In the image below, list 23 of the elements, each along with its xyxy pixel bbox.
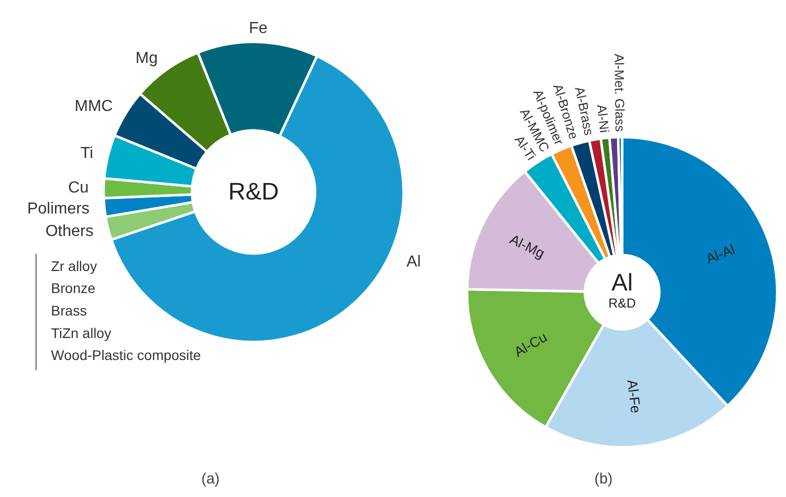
slice-label: Others	[45, 223, 94, 240]
text: Brass	[51, 302, 87, 318]
text: R&D	[228, 178, 279, 206]
slice-label: Ti	[80, 144, 94, 162]
text: R&D	[608, 295, 636, 310]
slice-label: Al	[406, 253, 421, 270]
text: TiZn alloy	[51, 324, 112, 341]
text: Wood-Plastic composite	[51, 347, 202, 364]
text: Al	[611, 269, 633, 296]
text: (a)	[201, 470, 220, 488]
slice-label: Al-Fe	[624, 378, 644, 414]
slice-label: Polimers	[27, 200, 90, 218]
slice-label: MMC	[74, 98, 113, 115]
slice-label: Al-Al	[704, 241, 737, 267]
slice-label: Mg	[136, 50, 158, 68]
slice-label: Al-Ni	[594, 104, 612, 134]
slice-label: Al-Met. Glass	[612, 54, 628, 132]
slice-label: Fe	[248, 20, 268, 37]
text: Bronze	[51, 280, 96, 296]
slice-label: Cu	[68, 179, 89, 196]
slice-label: Al-Cu	[511, 328, 550, 360]
text: Zr alloy	[51, 258, 97, 274]
text: (b)	[594, 470, 613, 488]
